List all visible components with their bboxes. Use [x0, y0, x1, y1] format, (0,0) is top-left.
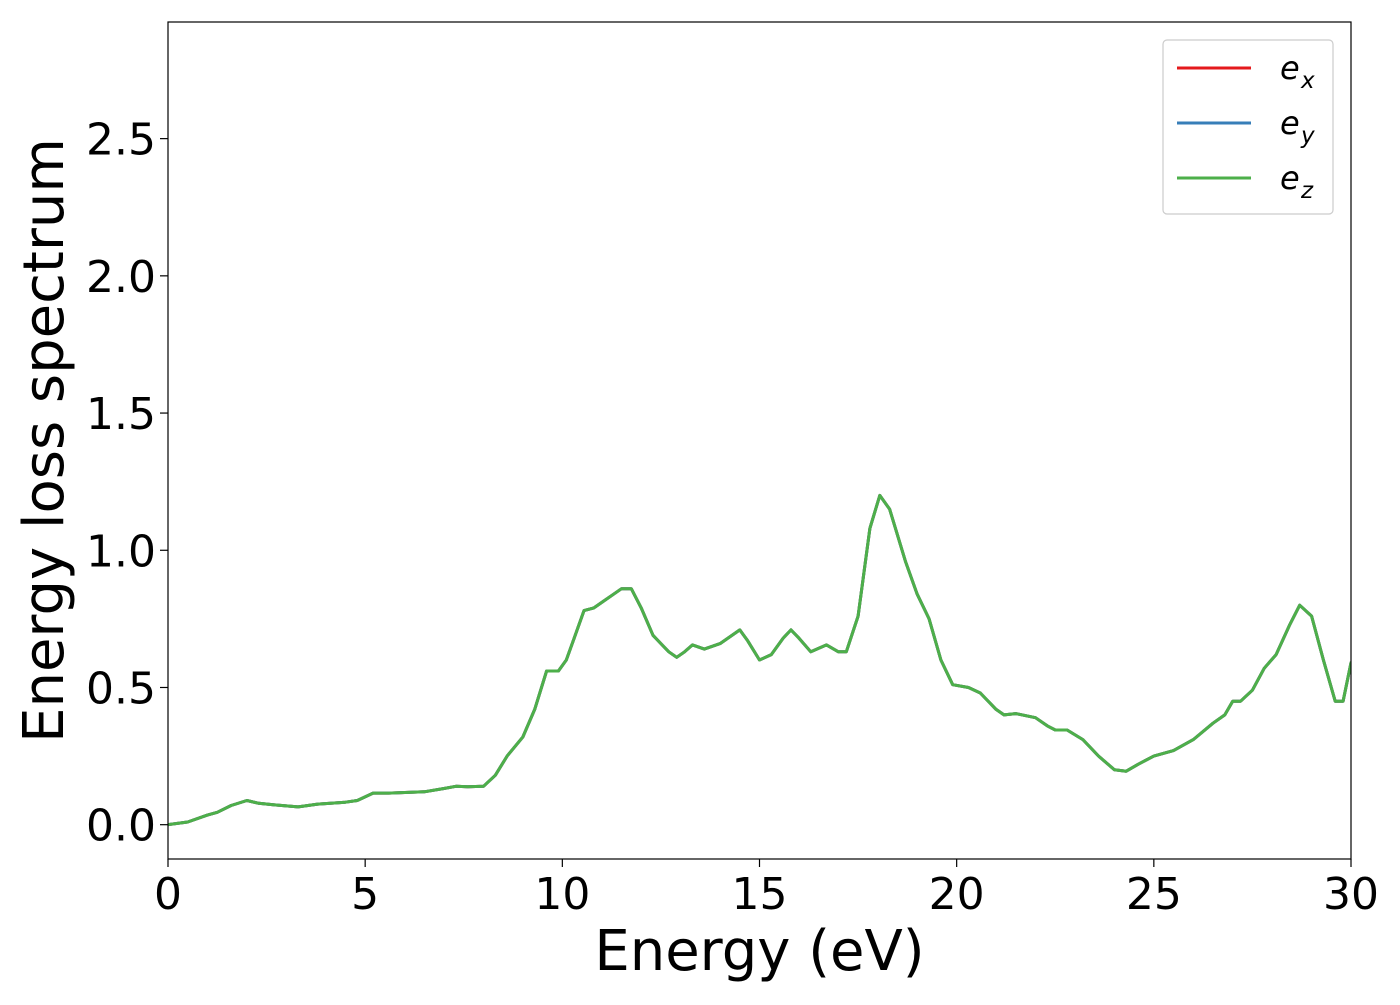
y-axis-ticks: 0.0 0.5 1.0 1.5 2.0 2.5	[86, 115, 168, 852]
x-axis-title: Energy (eV)	[594, 919, 924, 984]
y-tick-label: 1.5	[86, 389, 156, 440]
y-axis-title: Energy loss spectrum	[12, 138, 77, 743]
x-tick-label: 0	[154, 869, 182, 920]
y-tick-label: 0.5	[86, 663, 156, 714]
legend: e xe ye z	[1162, 39, 1334, 215]
legend-label-subscript: y	[1300, 123, 1315, 149]
series-layer	[168, 493, 1351, 827]
x-tick-label: 25	[1126, 869, 1182, 920]
series-line-e-z	[168, 493, 1351, 827]
x-tick-label: 30	[1323, 869, 1379, 920]
legend-label: e	[1280, 104, 1300, 142]
y-tick-label: 2.5	[86, 115, 156, 166]
x-tick-label: 15	[732, 869, 788, 920]
x-tick-label: 20	[929, 869, 985, 920]
x-tick-label: 10	[534, 869, 590, 920]
x-axis-ticks: 0 5 10 15 20 25 30	[154, 859, 1379, 920]
y-tick-label: 2.0	[86, 252, 156, 303]
y-tick-label: 1.0	[86, 526, 156, 577]
legend-label: e	[1280, 49, 1300, 87]
legend-label-subscript: x	[1300, 68, 1315, 94]
legend-box	[1162, 39, 1334, 215]
y-tick-label: 0.0	[86, 801, 156, 852]
x-tick-label: 5	[351, 869, 379, 920]
legend-label-subscript: z	[1300, 178, 1314, 204]
legend-label: e	[1280, 159, 1300, 197]
